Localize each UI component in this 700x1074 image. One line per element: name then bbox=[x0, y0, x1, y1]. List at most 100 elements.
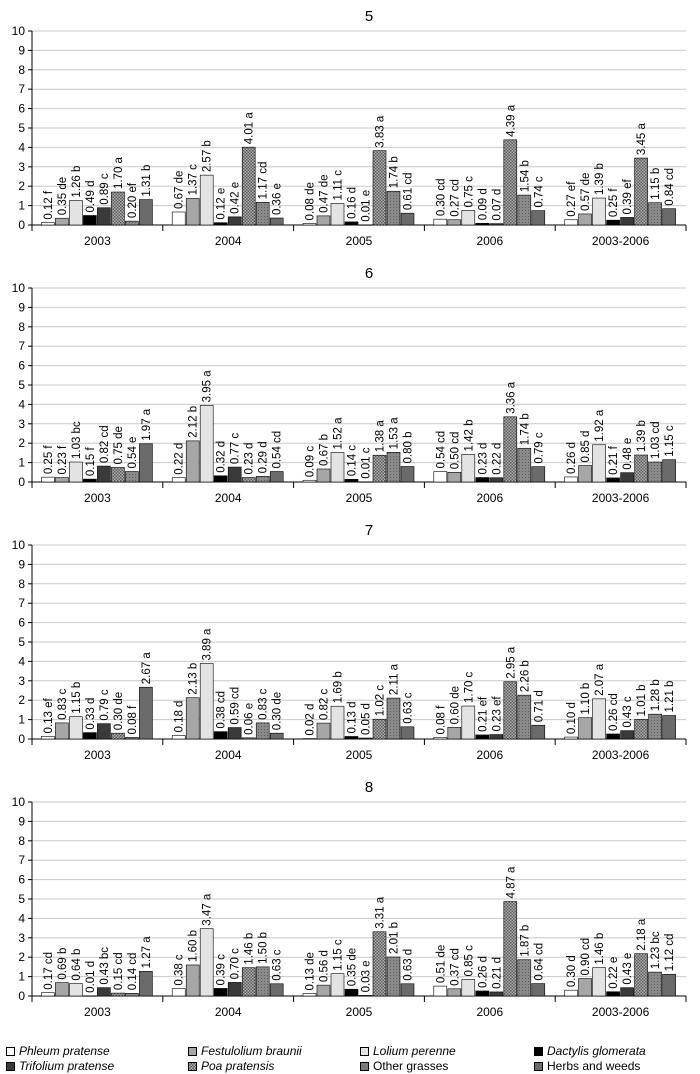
data-label: 1.69 b bbox=[333, 671, 345, 703]
y-tick-label: 4 bbox=[18, 911, 25, 925]
data-label: 0.67 b bbox=[319, 434, 331, 466]
x-tick-label: 2005 bbox=[346, 234, 373, 248]
bar bbox=[227, 466, 242, 483]
bar bbox=[634, 157, 648, 226]
data-label: 0.20 ef bbox=[127, 182, 139, 218]
data-label: 0.01 d bbox=[85, 961, 97, 993]
y-tick-label: 0 bbox=[18, 218, 25, 232]
bar bbox=[489, 734, 504, 740]
data-label: 0.12 f bbox=[43, 190, 55, 220]
data-label: 0.15 f bbox=[85, 447, 97, 477]
chart-title: 5 bbox=[365, 8, 373, 25]
data-label: 1.31 b bbox=[141, 165, 153, 197]
data-label: 1.15 b bbox=[71, 682, 83, 714]
data-label: 2.07 a bbox=[594, 663, 606, 696]
data-label: 0.36 e bbox=[272, 183, 284, 215]
data-label: 0.08 f bbox=[435, 705, 447, 735]
data-label: 0.09 d bbox=[477, 188, 489, 220]
data-label: 0.23 f bbox=[57, 445, 69, 475]
data-label: 0.13 de bbox=[305, 952, 317, 990]
y-tick-label: 1 bbox=[18, 970, 25, 984]
bar bbox=[330, 705, 345, 740]
data-label: 0.25 f bbox=[43, 445, 55, 475]
data-label: 0.01 e bbox=[361, 190, 373, 222]
y-tick-label: 1 bbox=[18, 713, 25, 727]
legend-item: Poa pratensis bbox=[188, 1059, 274, 1073]
chart-6: 6 0 1 2 3 4 5 6 7 8 9 10 2003 0.25 f 0.23 f1.03 bc0.15… bbox=[12, 265, 687, 505]
bar bbox=[302, 993, 317, 997]
bar bbox=[111, 467, 125, 483]
bar bbox=[302, 479, 317, 483]
data-label: 0.15 cd bbox=[113, 952, 125, 990]
x-tick-label: 2003 bbox=[84, 234, 111, 248]
bar bbox=[213, 731, 228, 740]
bar bbox=[269, 471, 284, 483]
data-label: 1.26 b bbox=[71, 166, 83, 198]
data-label: 0.64 cd bbox=[533, 943, 545, 981]
y-tick-label: 0 bbox=[18, 989, 25, 1003]
data-label: 1.70 a bbox=[113, 156, 125, 189]
bar bbox=[269, 217, 284, 226]
bar bbox=[447, 471, 462, 483]
x-tick-label: 2003 bbox=[84, 491, 111, 505]
data-label: 0.83 c bbox=[57, 688, 69, 720]
bar bbox=[400, 983, 415, 997]
bar bbox=[41, 992, 55, 997]
data-label: 1.53 a bbox=[389, 417, 401, 450]
data-label: 1.38 a bbox=[375, 420, 387, 453]
x-tick-label: 2003-2006 bbox=[592, 748, 650, 762]
y-tick-label: 9 bbox=[18, 557, 25, 571]
bar bbox=[213, 475, 228, 483]
bar bbox=[171, 477, 186, 483]
data-label: 0.38 cd bbox=[216, 691, 228, 729]
bar bbox=[648, 461, 662, 483]
data-label: 0.26 d bbox=[566, 442, 578, 474]
bar bbox=[97, 987, 111, 997]
data-label: 4.87 a bbox=[505, 866, 517, 899]
data-label: 0.79 c bbox=[99, 689, 111, 721]
bar bbox=[199, 928, 214, 997]
data-label: 0.85 c bbox=[463, 945, 475, 977]
data-label: 0.05 d bbox=[361, 703, 373, 735]
bar bbox=[199, 174, 214, 226]
bar bbox=[564, 476, 578, 483]
y-tick-label: 7 bbox=[18, 82, 25, 96]
data-label: 1.03 cd bbox=[650, 421, 662, 459]
bar bbox=[517, 447, 532, 483]
y-tick-label: 3 bbox=[18, 160, 25, 174]
y-tick-label: 3 bbox=[18, 417, 25, 431]
bar bbox=[139, 686, 153, 740]
bar bbox=[83, 215, 97, 226]
data-label: 1.11 c bbox=[333, 170, 345, 201]
data-label: 0.22 d bbox=[491, 443, 503, 475]
bar bbox=[316, 984, 331, 997]
y-tick-label: 6 bbox=[18, 359, 25, 373]
bar bbox=[433, 471, 448, 483]
legend-label: Lolium perenne bbox=[373, 1044, 456, 1058]
data-label: 1.87 b bbox=[519, 925, 531, 957]
data-label: 0.17 cd bbox=[43, 952, 55, 990]
y-tick-label: 5 bbox=[18, 892, 25, 906]
data-label: 1.12 cd bbox=[664, 934, 676, 972]
legend-label: Phleum pratense bbox=[19, 1044, 110, 1058]
bar bbox=[185, 697, 200, 740]
bar bbox=[41, 736, 55, 740]
bar bbox=[447, 988, 462, 997]
x-tick-label: 2004 bbox=[215, 1005, 242, 1019]
data-label: 0.69 b bbox=[57, 948, 69, 980]
bar bbox=[330, 973, 345, 997]
bar bbox=[185, 440, 200, 483]
legend-swatch bbox=[534, 1061, 543, 1071]
data-label: 0.82 cd bbox=[99, 425, 111, 463]
y-tick-label: 6 bbox=[18, 873, 25, 887]
legend-item: Herbs and weeds bbox=[534, 1059, 640, 1073]
bar bbox=[634, 719, 648, 740]
x-tick-label: 2005 bbox=[346, 1005, 373, 1019]
bar bbox=[620, 987, 634, 997]
y-tick-label: 8 bbox=[18, 320, 25, 334]
data-label: 0.27 cd bbox=[449, 179, 461, 217]
data-label: 0.50 cd bbox=[449, 432, 461, 470]
bar bbox=[531, 724, 546, 740]
data-label: 3.31 a bbox=[375, 896, 387, 929]
data-label: 1.21 b bbox=[664, 681, 676, 713]
